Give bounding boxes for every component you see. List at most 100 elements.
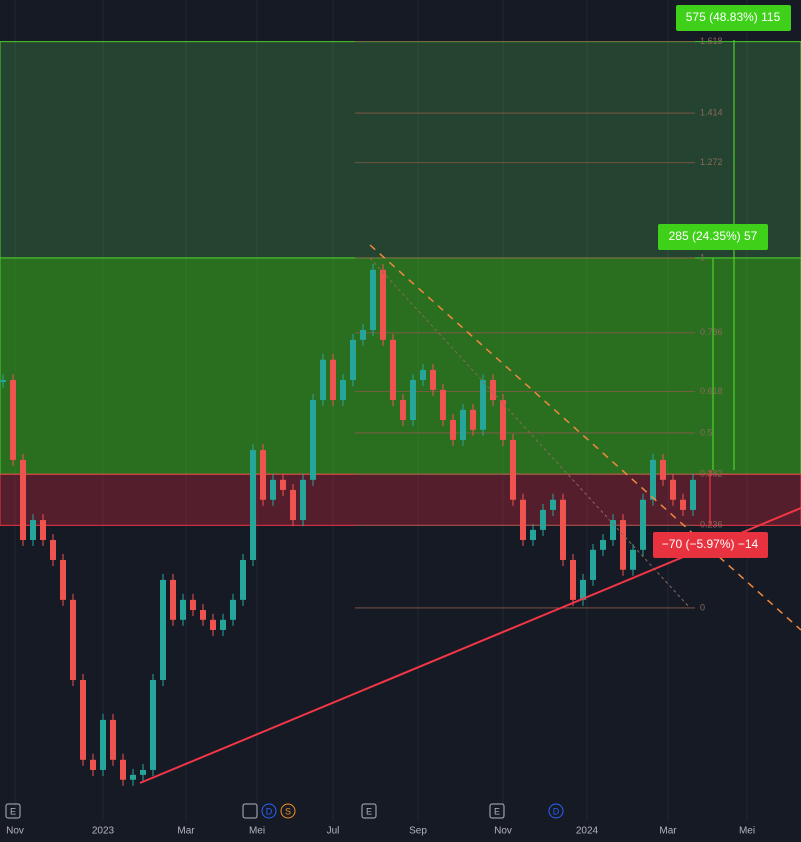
- x-tick-label: Mar: [659, 826, 677, 837]
- candle: [200, 610, 206, 620]
- candle: [370, 269, 376, 331]
- candle: [690, 479, 696, 510]
- candle: [350, 339, 356, 381]
- x-tick-label: Jul: [327, 826, 340, 837]
- candle: [260, 450, 266, 500]
- candle: [190, 599, 196, 611]
- fib-label: 0.382: [700, 469, 723, 479]
- x-tick-label: Mei: [249, 826, 265, 837]
- candle: [410, 380, 416, 420]
- fib-label: 1.414: [700, 107, 723, 117]
- candle: [50, 540, 56, 560]
- event-label: D: [266, 806, 273, 816]
- target-label: 285 (24.35%) 57: [669, 229, 758, 243]
- candle: [0, 380, 6, 383]
- candle: [660, 459, 666, 480]
- candle: [110, 719, 116, 760]
- candle: [650, 459, 656, 500]
- event-label: S: [285, 806, 291, 816]
- target-label: 575 (48.83%) 115: [686, 10, 781, 24]
- candle: [180, 599, 186, 620]
- candle: [280, 479, 286, 490]
- candle: [30, 520, 36, 541]
- candle: [610, 520, 616, 541]
- event-marker: [261, 803, 277, 819]
- fib-label: 0.236: [700, 520, 723, 530]
- candle: [220, 619, 226, 630]
- candle: [210, 619, 216, 630]
- candle: [490, 380, 496, 401]
- candle: [400, 400, 406, 420]
- fib-label: 0.5: [700, 427, 713, 437]
- event-marker: [5, 803, 21, 819]
- event-label: D: [553, 806, 560, 816]
- candle: [460, 409, 466, 440]
- candle: [300, 479, 306, 521]
- fib-label: 1.272: [700, 157, 723, 167]
- fib-label: 0: [700, 602, 705, 612]
- candle: [160, 579, 166, 681]
- target-box: [676, 5, 791, 31]
- x-tick-label: 2023: [92, 826, 115, 837]
- candle: [250, 450, 256, 560]
- x-tick-label: Mar: [177, 826, 195, 837]
- candle: [500, 400, 506, 440]
- candle: [420, 369, 426, 381]
- candle: [360, 330, 366, 340]
- candle: [330, 359, 336, 401]
- event-marker: [361, 803, 377, 819]
- event-marker: [548, 803, 564, 819]
- target-box: [658, 224, 768, 250]
- candle: [620, 520, 626, 570]
- stop-label: −70 (−5.97%) −14: [662, 537, 759, 551]
- candle: [590, 549, 596, 580]
- candle: [230, 599, 236, 620]
- candle: [170, 579, 176, 620]
- candle: [70, 599, 76, 681]
- candle: [290, 489, 296, 521]
- candle: [580, 579, 586, 600]
- x-tick-label: Nov: [6, 826, 24, 837]
- candle: [570, 559, 576, 600]
- candle: [380, 269, 386, 340]
- candle: [450, 419, 456, 440]
- x-tick-label: Mei: [739, 826, 755, 837]
- event-label: E: [494, 806, 500, 816]
- fib-diagonal: [369, 257, 691, 609]
- candle: [120, 759, 126, 780]
- candle: [340, 380, 346, 401]
- candle: [670, 479, 676, 500]
- candle: [440, 389, 446, 420]
- candle: [560, 499, 566, 560]
- candle: [480, 380, 486, 430]
- fib-label: 0.786: [700, 327, 723, 337]
- candle: [40, 520, 46, 541]
- candle: [60, 559, 66, 600]
- candle: [100, 719, 106, 770]
- candle: [310, 400, 316, 480]
- x-tick-label: Sep: [409, 826, 427, 837]
- candle: [510, 439, 516, 500]
- candle: [630, 549, 636, 570]
- candle: [140, 769, 146, 775]
- candle: [600, 540, 606, 550]
- candle: [150, 680, 156, 770]
- candle: [130, 774, 136, 780]
- x-tick-label: 2024: [576, 826, 599, 837]
- candle: [240, 559, 246, 600]
- candle: [320, 359, 326, 401]
- fib-label: 0.618: [700, 386, 723, 396]
- candle: [530, 529, 536, 541]
- event-marker: [280, 803, 296, 819]
- candle: [680, 499, 686, 510]
- zone-stop: [0, 473, 801, 526]
- fib-label: 1: [700, 252, 705, 262]
- stop-box: [653, 532, 768, 558]
- candle: [470, 409, 476, 430]
- event-marker: [242, 803, 258, 819]
- fib-label: 1.618: [700, 36, 723, 46]
- candle: [390, 339, 396, 401]
- zone-target: [0, 257, 801, 475]
- candle: [10, 380, 16, 460]
